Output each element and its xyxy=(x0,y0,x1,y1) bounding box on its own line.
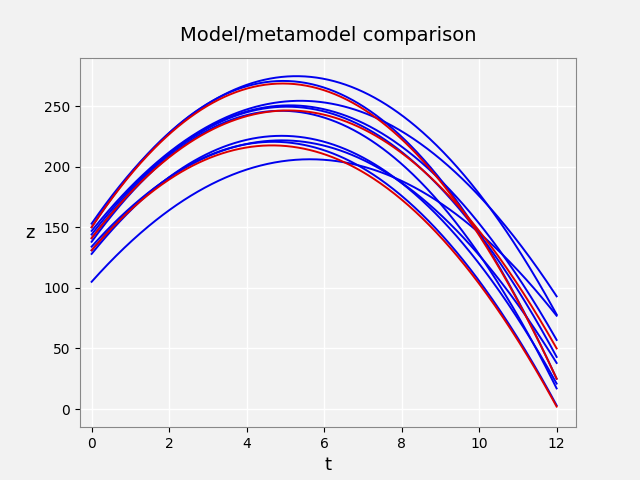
Y-axis label: z: z xyxy=(26,225,35,242)
X-axis label: t: t xyxy=(324,456,332,474)
Title: Model/metamodel comparison: Model/metamodel comparison xyxy=(180,26,476,45)
